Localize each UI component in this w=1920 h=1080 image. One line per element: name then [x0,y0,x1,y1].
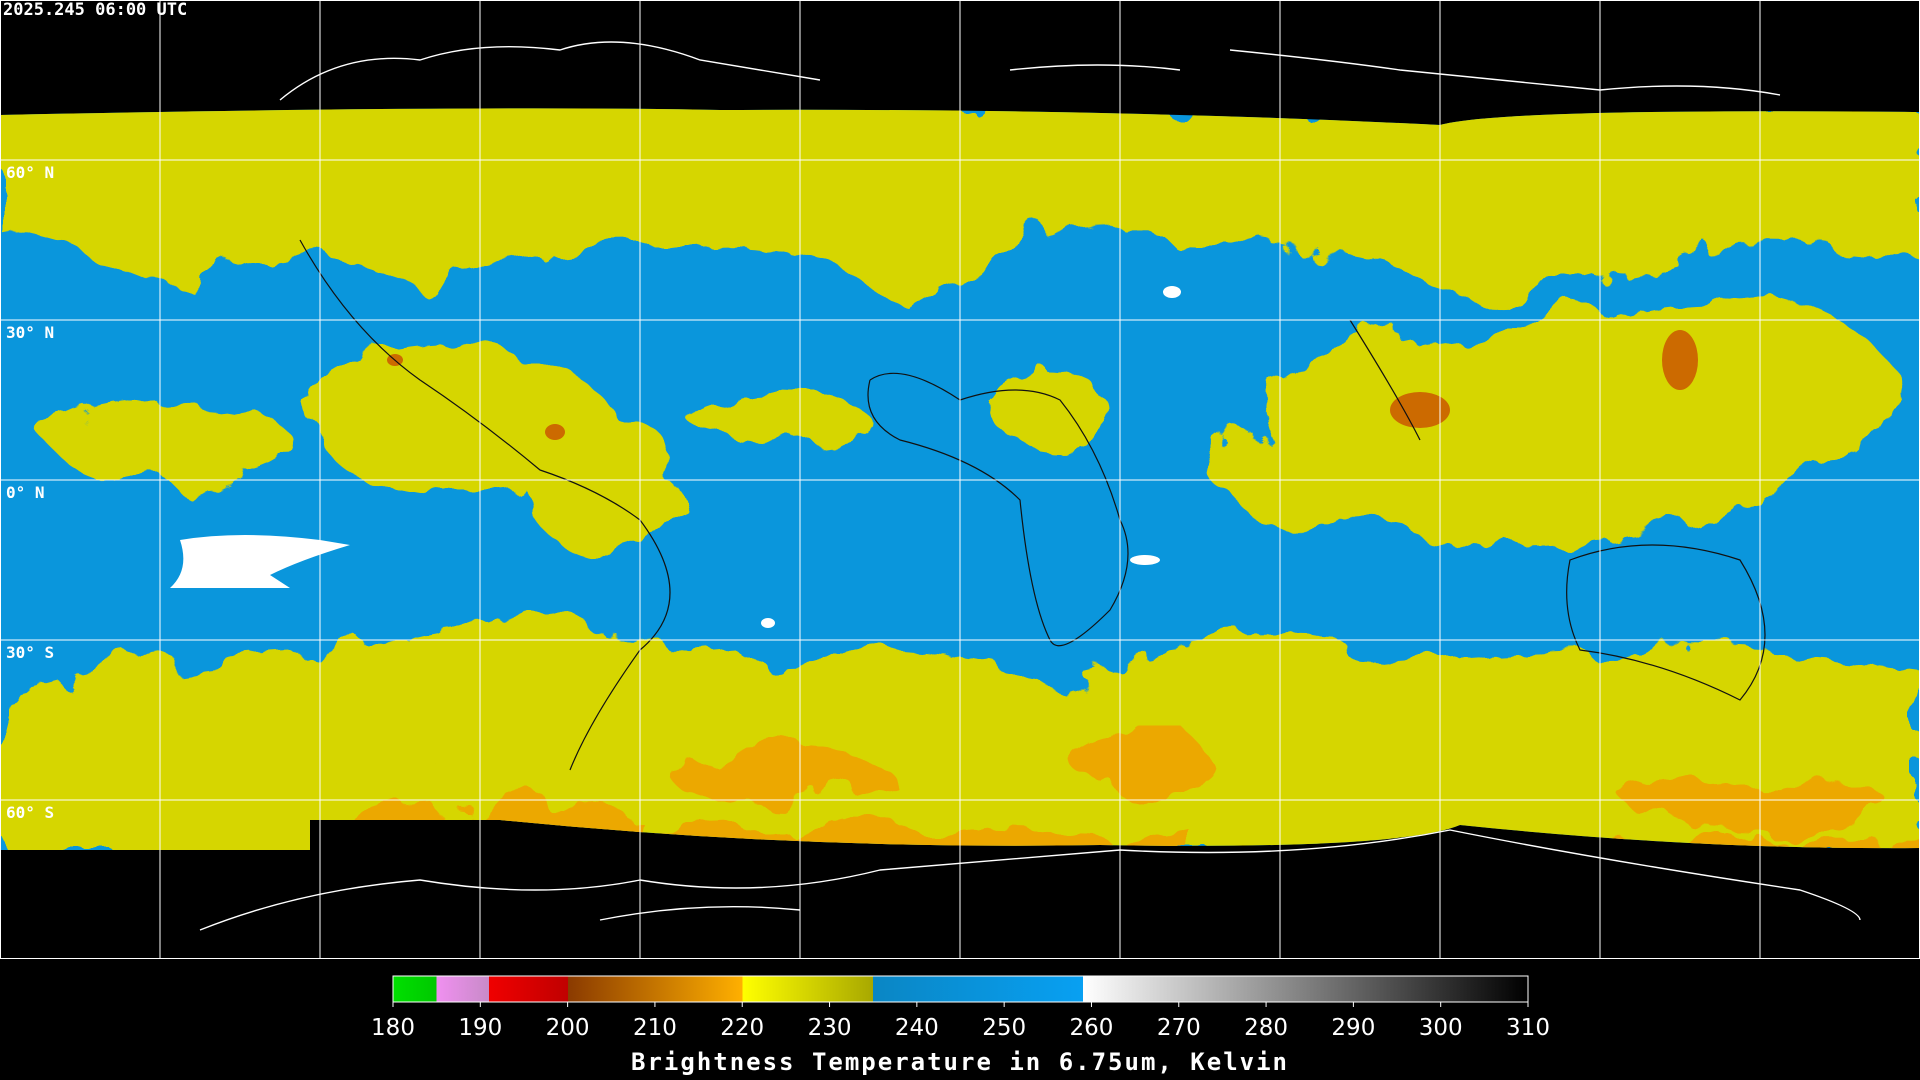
lat-label: 0° N [6,483,45,502]
colorbar-tick-label: 210 [633,1015,677,1041]
colorbar-tick-label: 200 [546,1015,590,1041]
colorbar-tick-label: 280 [1244,1015,1288,1041]
colorbar-tick-label: 250 [982,1015,1026,1041]
colorbar-tick-label: 240 [895,1015,939,1041]
lat-label: 60° N [6,163,54,182]
colorbar-tick-label: 260 [1070,1015,1114,1041]
colorbar-tick-label: 220 [720,1015,764,1041]
colorbar-tick-label: 290 [1331,1015,1375,1041]
colorbar-tick-label: 270 [1157,1015,1201,1041]
colorbar [392,975,1529,1003]
timestamp: 2025.245 06:00 UTC [3,0,187,20]
colorbar-tick-label: 190 [458,1015,502,1041]
colorbar-title: Brightness Temperature in 6.75um, Kelvin [631,1048,1289,1076]
lat-label: 60° S [6,803,54,822]
colorbar-tick-label: 300 [1419,1015,1463,1041]
coastlines [199,41,1861,931]
lat-label: 30° S [6,643,54,662]
colorbar-tick-label: 230 [808,1015,852,1041]
graticule [0,0,1920,959]
colorbar-tick-label: 310 [1506,1015,1550,1041]
lat-label: 30° N [6,323,54,342]
colorbar-tick-label: 180 [371,1015,415,1041]
